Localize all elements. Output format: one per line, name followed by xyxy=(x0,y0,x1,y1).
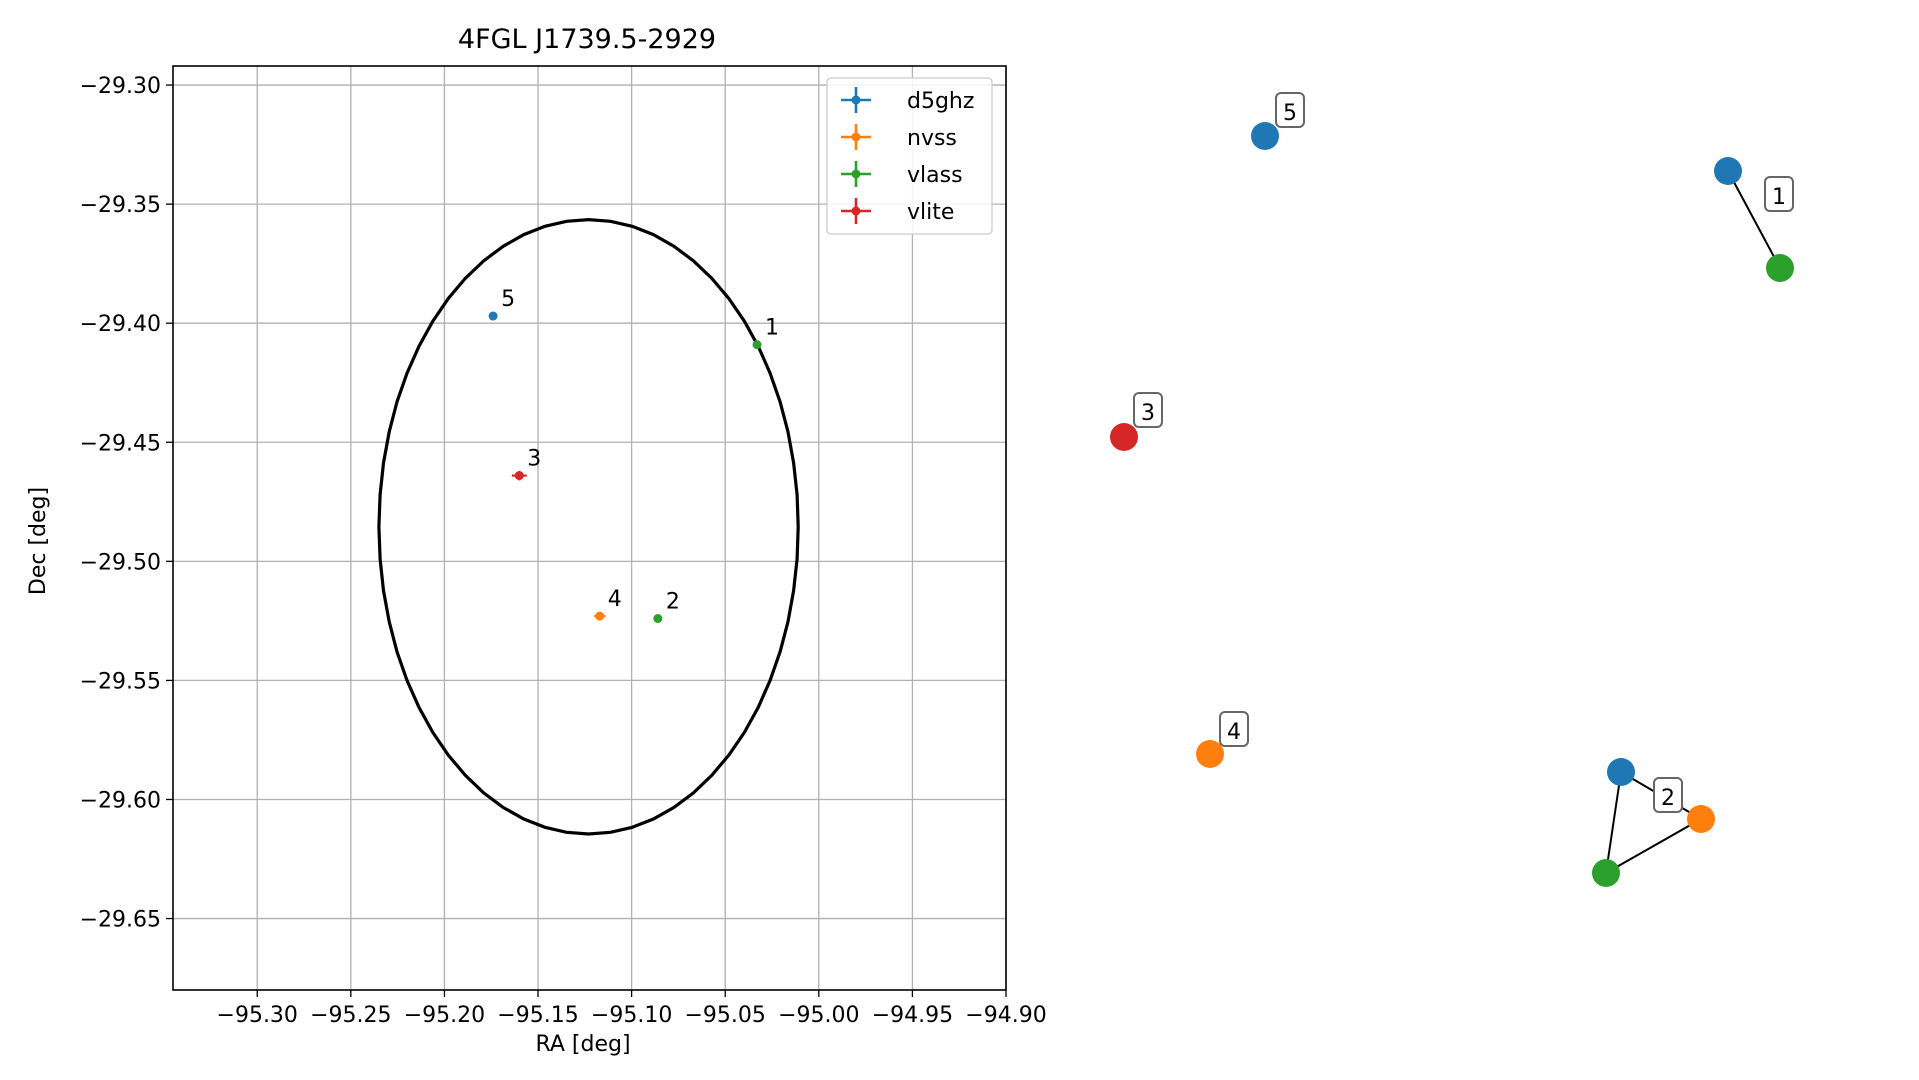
grid-lines xyxy=(173,66,1007,990)
network-node xyxy=(1592,859,1620,887)
data-point-d5ghz xyxy=(488,311,498,321)
point-label: 4 xyxy=(608,587,622,612)
data-point-nvss xyxy=(595,611,605,621)
y-tick-label: −29.50 xyxy=(80,550,161,575)
x-axis-label: RA [deg] xyxy=(535,1032,630,1057)
point-label: 2 xyxy=(666,589,680,614)
network-nodes xyxy=(1110,122,1794,887)
point-label: 5 xyxy=(501,287,515,312)
x-tick-label: −95.30 xyxy=(217,1003,298,1028)
data-point-vlass xyxy=(653,613,663,623)
x-tick-label: −94.95 xyxy=(872,1003,953,1028)
y-tick-label: −29.45 xyxy=(80,431,161,456)
y-tick-label: −29.40 xyxy=(80,312,161,337)
network-graph: 1 2 3 4 5 xyxy=(1110,92,1794,887)
y-tick-label: −29.65 xyxy=(80,908,161,933)
y-tick-label: −29.30 xyxy=(80,74,161,99)
network-node xyxy=(1251,122,1279,150)
legend-marker-dot xyxy=(851,95,861,105)
network-label: 3 xyxy=(1141,401,1155,426)
network-label: 5 xyxy=(1283,101,1297,126)
x-tick-label: −95.00 xyxy=(778,1003,859,1028)
chart-title: 4FGL J1739.5-2929 xyxy=(458,24,716,55)
legend-label-vlite: vlite xyxy=(907,200,954,225)
network-label: 4 xyxy=(1227,720,1241,745)
point-label: 1 xyxy=(765,316,779,341)
x-tick-label: −94.90 xyxy=(965,1003,1046,1028)
point-label: 3 xyxy=(527,447,541,472)
y-axis-label: Dec [deg] xyxy=(26,487,51,595)
network-node xyxy=(1196,740,1224,768)
network-label-box xyxy=(1219,711,1249,747)
network-node xyxy=(1714,157,1742,185)
y-tick-label: −29.60 xyxy=(80,788,161,813)
error-ellipse-layer xyxy=(377,217,800,836)
legend-marker-dot xyxy=(851,132,861,142)
legend-marker-dot xyxy=(851,206,861,216)
x-axis-ticks: −95.30 −95.25 −95.20 −95.15 −95.10 −95.05 −95.… xyxy=(217,990,1047,1028)
plot-frame xyxy=(172,65,1007,991)
network-edge xyxy=(1605,818,1702,874)
network-label-box xyxy=(1133,392,1163,428)
x-tick-label: −95.20 xyxy=(404,1003,485,1028)
legend-marker-dot xyxy=(851,169,861,179)
network-edges xyxy=(1605,170,1781,874)
x-tick-label: −95.05 xyxy=(685,1003,766,1028)
data-points-layer: 5 4 1 2 3 xyxy=(488,287,779,623)
x-tick-label: −95.10 xyxy=(591,1003,672,1028)
network-node xyxy=(1687,805,1715,833)
network-group-labels: 1 2 3 4 5 xyxy=(1133,92,1794,813)
network-node xyxy=(1607,758,1635,786)
legend-label-vlass: vlass xyxy=(907,163,963,188)
network-edge xyxy=(1605,771,1622,874)
network-node xyxy=(1766,254,1794,282)
y-tick-label: −29.55 xyxy=(80,669,161,694)
network-label-box xyxy=(1275,92,1305,128)
error-ellipse xyxy=(377,217,800,836)
legend-label-nvss: nvss xyxy=(907,126,957,151)
legend-label-d5ghz: d5ghz xyxy=(907,89,974,114)
x-tick-label: −95.15 xyxy=(497,1003,578,1028)
legend: d5ghz nvss vlass vlite xyxy=(826,77,993,235)
data-point-vlass xyxy=(752,340,762,350)
y-tick-label: −29.35 xyxy=(80,193,161,218)
data-point-vlite xyxy=(514,471,524,481)
network-label-box xyxy=(1653,777,1683,813)
network-node xyxy=(1110,423,1138,451)
x-tick-label: −95.25 xyxy=(310,1003,391,1028)
y-axis-ticks: −29.30 −29.35 −29.40 −29.45 −29.50 −29.55 −29.… xyxy=(80,74,173,933)
network-edge xyxy=(1727,170,1781,269)
network-label: 1 xyxy=(1772,185,1786,210)
legend-box xyxy=(826,77,993,235)
network-label-box xyxy=(1764,176,1794,212)
network-label: 2 xyxy=(1661,786,1675,811)
